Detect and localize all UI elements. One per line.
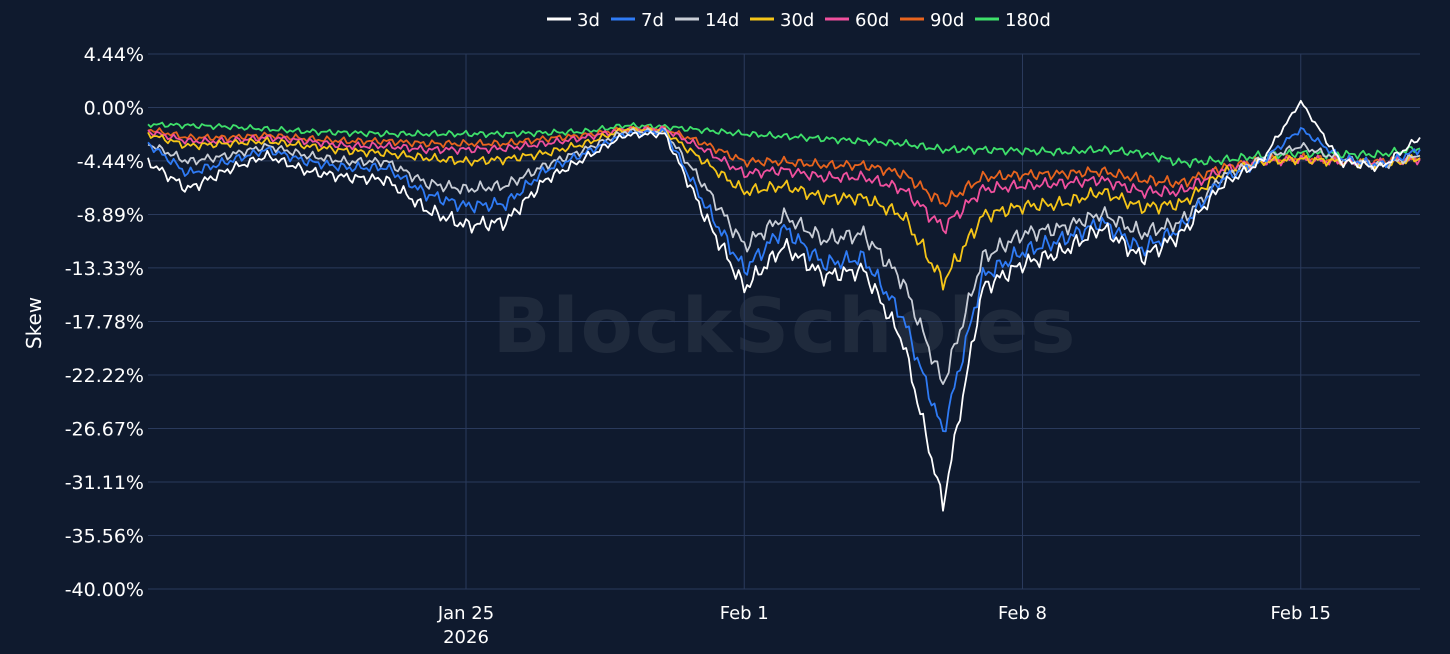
y-tick-label: -40.00% <box>65 579 144 601</box>
legend-item-14d: 14d <box>675 10 739 31</box>
x-tick-label: Jan 25 <box>437 603 494 624</box>
watermark: BlockScholes <box>493 281 1078 370</box>
series-line-30d <box>147 126 1421 291</box>
y-tick-label: -4.44% <box>77 151 144 173</box>
legend-label: 180d <box>1005 10 1051 31</box>
x-tick-label: Feb 8 <box>998 603 1047 624</box>
legend-item-60d: 60d <box>825 10 889 31</box>
y-tick-label: -22.22% <box>65 365 144 387</box>
series-line-60d <box>147 125 1421 235</box>
legend-label: 7d <box>641 10 664 31</box>
series-line-14d <box>147 127 1421 386</box>
legend-label: 30d <box>780 10 814 31</box>
y-tick-label: -13.33% <box>65 258 144 280</box>
y-tick-label: 0.00% <box>84 97 144 119</box>
legend-label: 60d <box>855 10 889 31</box>
y-tick-label: -35.56% <box>65 526 144 548</box>
series-line-180d <box>147 121 1421 169</box>
x-tick-label: Feb 1 <box>720 603 769 624</box>
y-tick-label: -8.89% <box>77 204 144 226</box>
legend-label: 3d <box>577 10 600 31</box>
y-tick-label: -26.67% <box>65 419 144 441</box>
y-axis-label: Skew <box>22 297 46 349</box>
x-tick-label: Feb 15 <box>1271 603 1332 624</box>
y-tick-label: -31.11% <box>65 472 144 494</box>
legend-item-7d: 7d <box>611 10 664 31</box>
series-line-90d <box>147 124 1421 208</box>
legend-item-30d: 30d <box>750 10 814 31</box>
legend-item-3d: 3d <box>547 10 600 31</box>
series-layer <box>147 99 1421 512</box>
legend-label: 14d <box>705 10 739 31</box>
legend: 3d 7d 14d 30d 60d 90d 180d <box>547 10 1051 31</box>
series-line-7d <box>147 127 1421 433</box>
y-axis: 4.44% 0.00% -4.44% -8.89% -13.33% -17.78% -22.… <box>65 44 144 601</box>
legend-label: 90d <box>930 10 964 31</box>
y-tick-label: 4.44% <box>84 44 144 66</box>
series-line-3d <box>147 99 1421 512</box>
legend-item-90d: 90d <box>900 10 964 31</box>
y-tick-label: -17.78% <box>65 312 144 334</box>
x-axis: Jan 25 2026 Feb 1 Feb 8 Feb 15 <box>437 603 1331 648</box>
legend-item-180d: 180d <box>975 10 1051 31</box>
x-tick-sublabel: 2026 <box>443 627 489 648</box>
